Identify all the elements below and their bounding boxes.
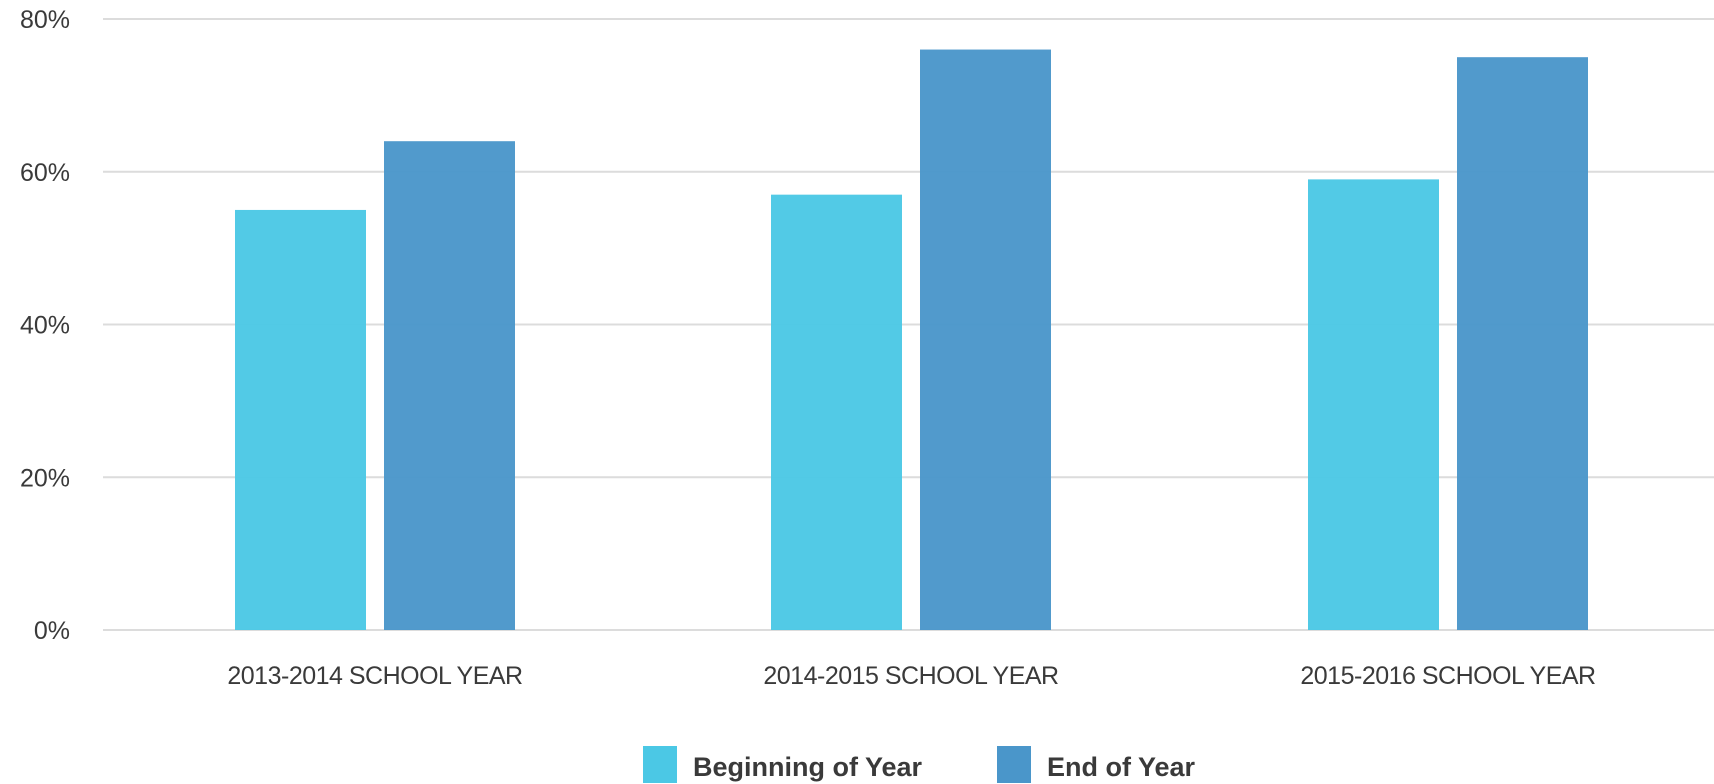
bar-end-of-year [1457, 57, 1588, 630]
legend-swatch [643, 746, 677, 783]
legend-swatch [997, 746, 1031, 783]
legend-label: Beginning of Year [693, 752, 923, 782]
x-category-label: 2015-2016 SCHOOL YEAR [1300, 662, 1595, 690]
x-category-label: 2014-2015 SCHOOL YEAR [763, 662, 1058, 690]
y-tick-label: 60% [20, 159, 70, 187]
y-tick-label: 40% [20, 312, 70, 340]
bars [235, 49, 1588, 631]
legend-label: End of Year [1047, 752, 1196, 782]
y-tick-label: 20% [20, 464, 70, 492]
x-axis-category-labels: 2013-2014 SCHOOL YEAR 2014-2015 SCHOOL YE… [227, 662, 1596, 690]
y-tick-label: 80% [20, 6, 70, 34]
x-category-label: 2013-2014 SCHOOL YEAR [227, 662, 522, 690]
bar-beginning-of-year [1308, 179, 1439, 630]
gridlines [103, 18, 1714, 631]
legend: Beginning of Year End of Year [643, 746, 1196, 783]
bar-beginning-of-year [771, 194, 902, 630]
y-axis-tick-labels: 0% 20% 40% 60% 80% [20, 6, 70, 645]
y-tick-label: 0% [34, 617, 70, 645]
bar-end-of-year [920, 49, 1051, 631]
bar-beginning-of-year [235, 209, 366, 630]
bar-end-of-year [384, 141, 515, 630]
